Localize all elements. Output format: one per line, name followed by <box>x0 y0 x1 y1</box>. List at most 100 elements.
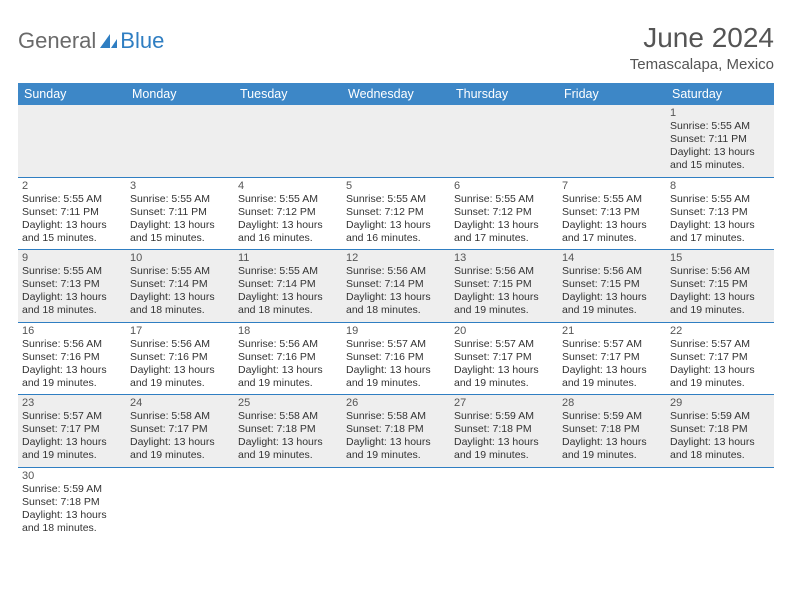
calendar-cell <box>234 467 342 539</box>
daylight-line: Daylight: 13 hours and 16 minutes. <box>238 219 338 245</box>
header: General Blue June 2024 Temascalapa, Mexi… <box>18 22 774 73</box>
calendar-cell: 20Sunrise: 5:57 AMSunset: 7:17 PMDayligh… <box>450 322 558 395</box>
sunrise-line: Sunrise: 5:58 AM <box>238 410 338 423</box>
day-number: 29 <box>670 397 770 409</box>
sunrise-line: Sunrise: 5:55 AM <box>22 193 122 206</box>
calendar-cell: 7Sunrise: 5:55 AMSunset: 7:13 PMDaylight… <box>558 177 666 250</box>
sunset-line: Sunset: 7:11 PM <box>130 206 230 219</box>
calendar-cell: 21Sunrise: 5:57 AMSunset: 7:17 PMDayligh… <box>558 322 666 395</box>
calendar-cell: 19Sunrise: 5:57 AMSunset: 7:16 PMDayligh… <box>342 322 450 395</box>
sunrise-line: Sunrise: 5:57 AM <box>454 338 554 351</box>
daylight-line: Daylight: 13 hours and 19 minutes. <box>238 436 338 462</box>
sunrise-line: Sunrise: 5:55 AM <box>346 193 446 206</box>
day-number: 18 <box>238 325 338 337</box>
calendar-cell: 15Sunrise: 5:56 AMSunset: 7:15 PMDayligh… <box>666 250 774 323</box>
calendar-cell: 17Sunrise: 5:56 AMSunset: 7:16 PMDayligh… <box>126 322 234 395</box>
calendar-cell <box>450 105 558 177</box>
sunset-line: Sunset: 7:11 PM <box>670 133 770 146</box>
day-number: 30 <box>22 470 122 482</box>
calendar-cell: 27Sunrise: 5:59 AMSunset: 7:18 PMDayligh… <box>450 395 558 468</box>
sunset-line: Sunset: 7:12 PM <box>346 206 446 219</box>
sunrise-line: Sunrise: 5:55 AM <box>562 193 662 206</box>
sunrise-line: Sunrise: 5:59 AM <box>670 410 770 423</box>
day-number: 25 <box>238 397 338 409</box>
calendar-cell: 3Sunrise: 5:55 AMSunset: 7:11 PMDaylight… <box>126 177 234 250</box>
sunrise-line: Sunrise: 5:55 AM <box>454 193 554 206</box>
calendar-body: 1Sunrise: 5:55 AMSunset: 7:11 PMDaylight… <box>18 105 774 539</box>
table-row: 16Sunrise: 5:56 AMSunset: 7:16 PMDayligh… <box>18 322 774 395</box>
daylight-line: Daylight: 13 hours and 19 minutes. <box>454 436 554 462</box>
day-number: 15 <box>670 252 770 264</box>
calendar-cell: 22Sunrise: 5:57 AMSunset: 7:17 PMDayligh… <box>666 322 774 395</box>
day-number: 4 <box>238 180 338 192</box>
sunset-line: Sunset: 7:17 PM <box>454 351 554 364</box>
calendar-cell: 14Sunrise: 5:56 AMSunset: 7:15 PMDayligh… <box>558 250 666 323</box>
daylight-line: Daylight: 13 hours and 18 minutes. <box>346 291 446 317</box>
calendar-cell <box>342 467 450 539</box>
sunset-line: Sunset: 7:17 PM <box>562 351 662 364</box>
daylight-line: Daylight: 13 hours and 19 minutes. <box>562 364 662 390</box>
daylight-line: Daylight: 13 hours and 19 minutes. <box>670 291 770 317</box>
sunrise-line: Sunrise: 5:55 AM <box>130 265 230 278</box>
sunrise-line: Sunrise: 5:56 AM <box>238 338 338 351</box>
daylight-line: Daylight: 13 hours and 19 minutes. <box>670 364 770 390</box>
sunset-line: Sunset: 7:14 PM <box>238 278 338 291</box>
table-row: 23Sunrise: 5:57 AMSunset: 7:17 PMDayligh… <box>18 395 774 468</box>
calendar-cell: 12Sunrise: 5:56 AMSunset: 7:14 PMDayligh… <box>342 250 450 323</box>
sunrise-line: Sunrise: 5:56 AM <box>346 265 446 278</box>
table-row: 1Sunrise: 5:55 AMSunset: 7:11 PMDaylight… <box>18 105 774 177</box>
table-header-row: SundayMondayTuesdayWednesdayThursdayFrid… <box>18 83 774 105</box>
sunrise-line: Sunrise: 5:57 AM <box>670 338 770 351</box>
daylight-line: Daylight: 13 hours and 17 minutes. <box>454 219 554 245</box>
brand-name-b: Blue <box>120 28 164 54</box>
day-number: 11 <box>238 252 338 264</box>
daylight-line: Daylight: 13 hours and 19 minutes. <box>454 364 554 390</box>
day-number: 6 <box>454 180 554 192</box>
table-row: 30Sunrise: 5:59 AMSunset: 7:18 PMDayligh… <box>18 467 774 539</box>
sunrise-line: Sunrise: 5:56 AM <box>562 265 662 278</box>
calendar-cell: 23Sunrise: 5:57 AMSunset: 7:17 PMDayligh… <box>18 395 126 468</box>
sunrise-line: Sunrise: 5:55 AM <box>238 265 338 278</box>
sunrise-line: Sunrise: 5:56 AM <box>22 338 122 351</box>
daylight-line: Daylight: 13 hours and 18 minutes. <box>670 436 770 462</box>
sunset-line: Sunset: 7:18 PM <box>562 423 662 436</box>
day-header: Friday <box>558 83 666 105</box>
title-block: June 2024 Temascalapa, Mexico <box>630 22 774 73</box>
calendar-cell: 29Sunrise: 5:59 AMSunset: 7:18 PMDayligh… <box>666 395 774 468</box>
sunrise-line: Sunrise: 5:55 AM <box>670 193 770 206</box>
sail-icon <box>96 28 120 54</box>
sunset-line: Sunset: 7:12 PM <box>454 206 554 219</box>
day-number: 23 <box>22 397 122 409</box>
calendar-cell: 10Sunrise: 5:55 AMSunset: 7:14 PMDayligh… <box>126 250 234 323</box>
sunset-line: Sunset: 7:15 PM <box>454 278 554 291</box>
day-number: 19 <box>346 325 446 337</box>
calendar-cell: 13Sunrise: 5:56 AMSunset: 7:15 PMDayligh… <box>450 250 558 323</box>
sunset-line: Sunset: 7:16 PM <box>238 351 338 364</box>
day-number: 21 <box>562 325 662 337</box>
calendar-cell <box>558 105 666 177</box>
daylight-line: Daylight: 13 hours and 17 minutes. <box>670 219 770 245</box>
sunset-line: Sunset: 7:14 PM <box>130 278 230 291</box>
sunset-line: Sunset: 7:14 PM <box>346 278 446 291</box>
sunset-line: Sunset: 7:17 PM <box>670 351 770 364</box>
sunset-line: Sunset: 7:17 PM <box>22 423 122 436</box>
daylight-line: Daylight: 13 hours and 19 minutes. <box>562 436 662 462</box>
daylight-line: Daylight: 13 hours and 15 minutes. <box>670 146 770 172</box>
daylight-line: Daylight: 13 hours and 19 minutes. <box>22 436 122 462</box>
daylight-line: Daylight: 13 hours and 18 minutes. <box>22 291 122 317</box>
table-row: 9Sunrise: 5:55 AMSunset: 7:13 PMDaylight… <box>18 250 774 323</box>
sunrise-line: Sunrise: 5:59 AM <box>562 410 662 423</box>
sunset-line: Sunset: 7:18 PM <box>238 423 338 436</box>
sunset-line: Sunset: 7:16 PM <box>130 351 230 364</box>
day-header: Sunday <box>18 83 126 105</box>
day-number: 22 <box>670 325 770 337</box>
page-subtitle: Temascalapa, Mexico <box>630 56 774 73</box>
day-number: 24 <box>130 397 230 409</box>
calendar-cell: 25Sunrise: 5:58 AMSunset: 7:18 PMDayligh… <box>234 395 342 468</box>
daylight-line: Daylight: 13 hours and 18 minutes. <box>238 291 338 317</box>
sunrise-line: Sunrise: 5:57 AM <box>346 338 446 351</box>
calendar-cell <box>126 105 234 177</box>
sunset-line: Sunset: 7:16 PM <box>346 351 446 364</box>
daylight-line: Daylight: 13 hours and 19 minutes. <box>238 364 338 390</box>
sunset-line: Sunset: 7:13 PM <box>562 206 662 219</box>
